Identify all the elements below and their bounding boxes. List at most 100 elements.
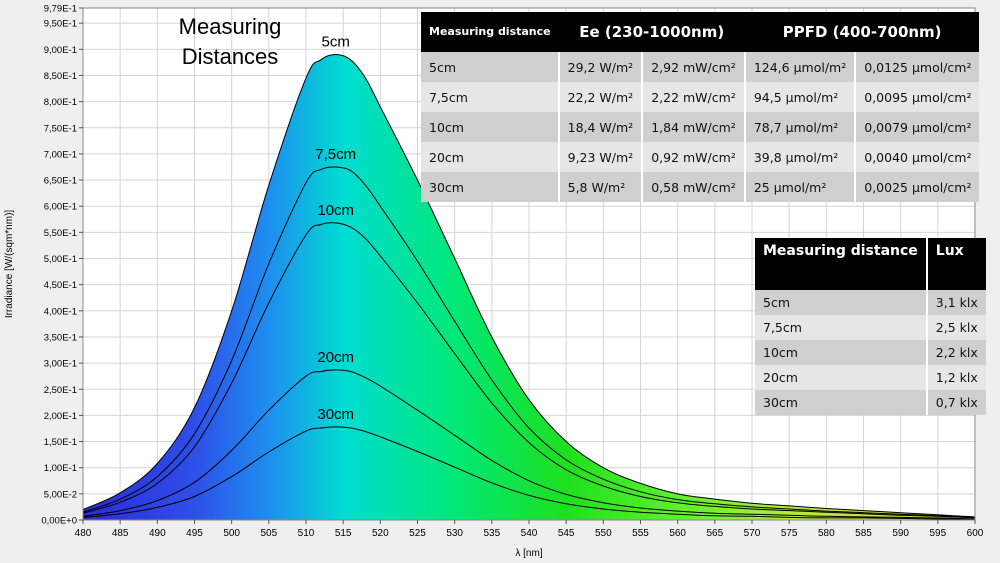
lux-table-row: 20cm 1,2 klx [755, 365, 986, 390]
lux-cell-distance: 10cm [755, 340, 927, 365]
y-axis-ticks: 0,00E+0 5,00E-2 1,00E-1 1,50E-1 2,00E-1 2,50E… [41, 4, 83, 527]
x-axis-label: λ [nm] [515, 548, 542, 559]
x-tick-label: 490 [149, 528, 166, 539]
ee-cell-w-m2: 5,8 W/m² [557, 172, 643, 202]
series-label: 7,5cm [315, 146, 356, 163]
lux-cell-value: 1,2 klx [925, 365, 986, 390]
ppfd-cell-umol-cm2: 0,0125 µmol/cm² [854, 52, 980, 82]
y-tick-label: 8,00E-1 [44, 97, 77, 108]
x-tick-label: 550 [595, 528, 612, 539]
y-tick-label: 7,00E-1 [44, 149, 77, 160]
spectrum-fill-area [83, 54, 975, 520]
x-tick-label: 560 [669, 528, 686, 539]
x-tick-label: 580 [818, 528, 835, 539]
y-tick-label: 2,00E-1 [44, 411, 77, 422]
y-tick-label: 8,50E-1 [44, 71, 77, 82]
y-tick-label: 6,00E-1 [44, 202, 77, 213]
y-tick-label: 9,79E-1 [44, 4, 77, 15]
series-lines [83, 53, 975, 520]
lux-cell-value: 0,7 klx [925, 390, 986, 415]
ee-cell-mw-cm2: 0,58 mW/cm² [641, 172, 745, 202]
ppfd-cell-umol-cm2: 0,0095 µmol/cm² [854, 82, 980, 112]
lux-cell-distance: 7,5cm [755, 315, 927, 340]
y-tick-label: 4,50E-1 [44, 280, 77, 291]
ee-table-row: 7,5cm 22,2 W/m² 2,22 mW/cm² 94,5 µmol/m² 0,0… [421, 82, 980, 112]
y-tick-label: 4,00E-1 [44, 306, 77, 317]
y-tick-label: 9,50E-1 [44, 19, 77, 30]
x-axis-ticks: 480 485 490 495 500 505 510 515 520 525 530 535 540 5… [75, 520, 984, 539]
lux-table-row: 5cm 3,1 klx [755, 290, 986, 315]
x-tick-label: 595 [929, 528, 946, 539]
lux-cell-value: 2,2 klx [925, 340, 986, 365]
ppfd-cell-umol-m2: 124,6 µmol/m² [743, 52, 856, 82]
y-tick-label: 3,00E-1 [44, 359, 77, 370]
ppfd-cell-umol-m2: 25 µmol/m² [743, 172, 856, 202]
y-tick-label: 0,00E+0 [41, 516, 77, 527]
series-label: 10cm [317, 202, 354, 219]
y-tick-label: 2,50E-1 [44, 385, 77, 396]
series-line-20cm [83, 369, 975, 520]
x-tick-label: 525 [409, 528, 426, 539]
lux-cell-distance: 5cm [755, 290, 927, 315]
ee-cell-distance: 30cm [421, 172, 559, 202]
lux-table-row: 30cm 0,7 klx [755, 390, 986, 415]
x-tick-label: 510 [298, 528, 315, 539]
y-tick-label: 5,50E-1 [44, 228, 77, 239]
y-tick-label: 5,00E-1 [44, 254, 77, 265]
y-tick-label: 3,50E-1 [44, 332, 77, 343]
lux-cell-value: 2,5 klx [925, 315, 986, 340]
ee-header-ppfd: PPFD (400-700nm) [744, 12, 980, 52]
lux-table-row: 10cm 2,2 klx [755, 340, 986, 365]
ppfd-cell-umol-m2: 78,7 µmol/m² [743, 112, 856, 142]
x-tick-label: 555 [632, 528, 649, 539]
x-tick-label: 600 [967, 528, 984, 539]
y-axis-label: Irradiance [W/(sqm*nm)] [4, 210, 15, 319]
ee-cell-mw-cm2: 2,22 mW/cm² [641, 82, 745, 112]
lux-cell-distance: 30cm [755, 390, 927, 415]
x-tick-label: 570 [744, 528, 761, 539]
y-tick-label: 7,50E-1 [44, 123, 77, 134]
ee-cell-distance: 20cm [421, 142, 559, 172]
lux-cell-distance: 20cm [755, 365, 927, 390]
x-tick-label: 540 [521, 528, 538, 539]
ee-cell-distance: 7,5cm [421, 82, 559, 112]
ee-cell-mw-cm2: 2,92 mW/cm² [641, 52, 745, 82]
x-tick-label: 590 [892, 528, 909, 539]
lux-table: Measuring distance Lux 5cm 3,1 klx 7,5cm 2,… [755, 238, 986, 415]
irradiance-ppfd-table: Measuring distance Ee (230-1000nm) PPFD … [421, 12, 980, 202]
x-tick-label: 565 [706, 528, 723, 539]
series-labels: 5cm 7,5cm 10cm 20cm 30cm [315, 34, 356, 423]
ee-header-ee: Ee (230-1000nm) [558, 12, 745, 52]
ee-cell-w-m2: 29,2 W/m² [557, 52, 643, 82]
ppfd-cell-umol-cm2: 0,0040 µmol/cm² [854, 142, 980, 172]
y-tick-label: 6,50E-1 [44, 176, 77, 187]
ee-table-row: 30cm 5,8 W/m² 0,58 mW/cm² 25 µmol/m² 0,0025 … [421, 172, 980, 202]
ee-table-header-row: Measuring distance Ee (230-1000nm) PPFD … [421, 12, 980, 52]
x-tick-label: 515 [335, 528, 352, 539]
x-tick-label: 495 [186, 528, 203, 539]
series-line-7-5cm [83, 166, 975, 518]
x-tick-label: 505 [260, 528, 277, 539]
ppfd-cell-umol-cm2: 0,0025 µmol/cm² [854, 172, 980, 202]
series-line-5cm [83, 53, 975, 518]
ee-cell-w-m2: 9,23 W/m² [557, 142, 643, 172]
x-tick-label: 500 [223, 528, 240, 539]
lux-header-distance: Measuring distance [755, 238, 927, 290]
lux-table-header-row: Measuring distance Lux [755, 238, 986, 290]
x-tick-label: 575 [781, 528, 798, 539]
y-tick-label: 9,00E-1 [44, 45, 77, 56]
ee-cell-mw-cm2: 0,92 mW/cm² [641, 142, 745, 172]
series-label: 20cm [317, 349, 354, 366]
x-tick-label: 480 [75, 528, 92, 539]
x-tick-label: 535 [483, 528, 500, 539]
series-line-30cm [83, 426, 975, 520]
ee-table-row: 20cm 9,23 W/m² 0,92 mW/cm² 39,8 µmol/m² 0,00… [421, 142, 980, 172]
ee-cell-distance: 5cm [421, 52, 559, 82]
y-tick-label: 1,50E-1 [44, 437, 77, 448]
ee-cell-mw-cm2: 1,84 mW/cm² [641, 112, 745, 142]
x-tick-label: 530 [446, 528, 463, 539]
chart-title-line-1: Measuring [179, 14, 282, 39]
lux-cell-value: 3,1 klx [925, 290, 986, 315]
y-tick-label: 5,00E-2 [44, 489, 77, 500]
ee-cell-w-m2: 18,4 W/m² [557, 112, 643, 142]
